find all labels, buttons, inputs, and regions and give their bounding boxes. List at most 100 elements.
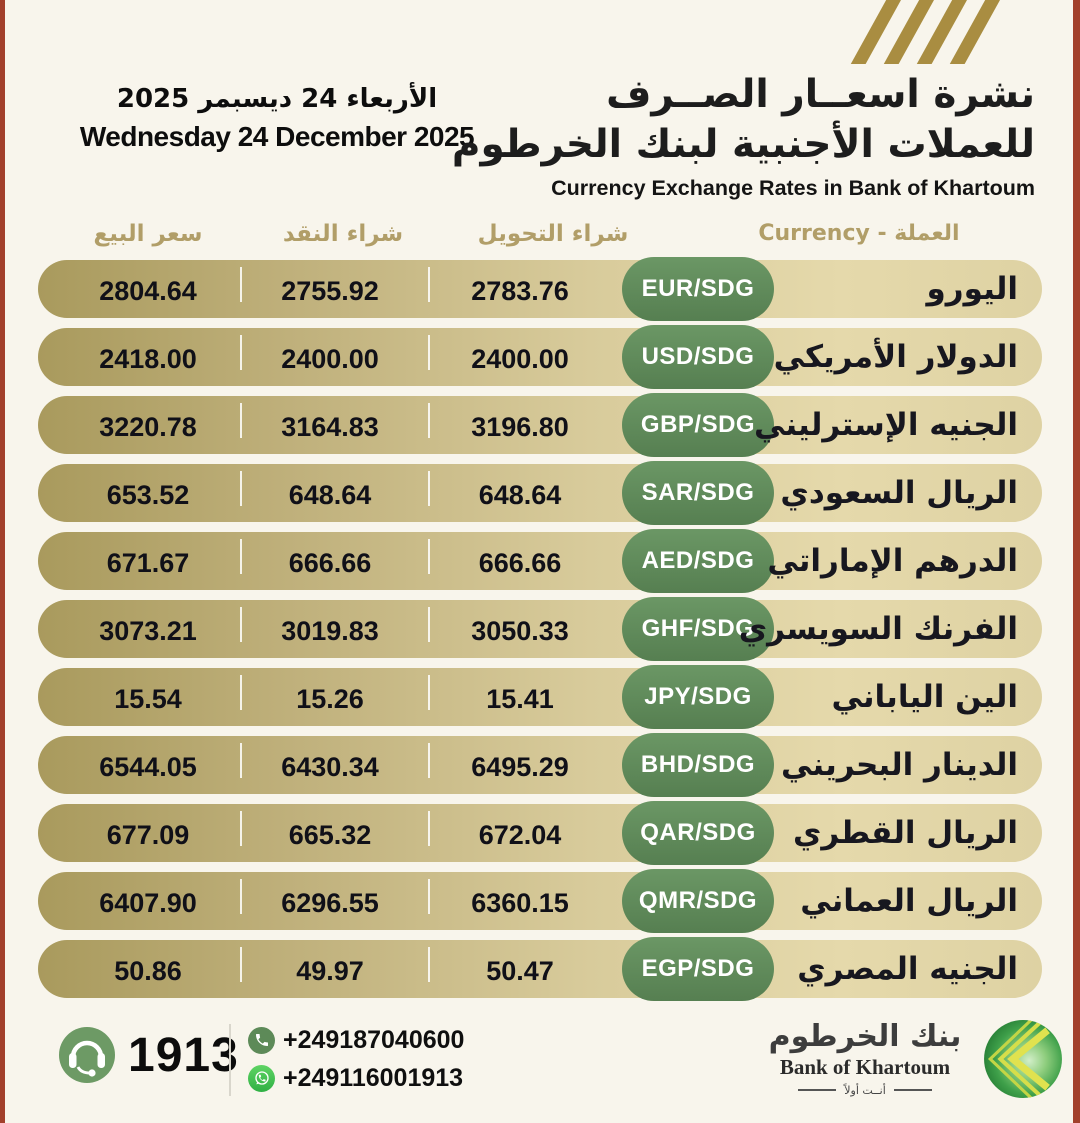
rate-row: 2418.00 2400.00 2400.00 USD/SDG الدولار الأم…: [38, 325, 1042, 389]
currency-code-badge: USD/SDG: [622, 325, 774, 389]
currency-code-badge: QMR/SDG: [622, 869, 774, 933]
whatsapp-number: +249116001913: [283, 1063, 464, 1092]
column-divider: [240, 879, 242, 914]
transfer-buy-value: 2400.00: [471, 344, 569, 374]
rate-row: 2804.64 2755.92 2783.76 EUR/SDG اليورو: [38, 257, 1042, 321]
title-block: نشرة اسعــار الصــرف للعملات الأجنبية لب…: [452, 70, 1035, 201]
cash-buy-value: 49.97: [296, 956, 364, 986]
sell-price-value: 671.67: [106, 548, 190, 578]
title-arabic-line1: نشرة اسعــار الصــرف: [606, 72, 1035, 117]
currency-code-badge: GHF/SDG: [622, 597, 774, 661]
column-header-cash-buy: شراء النقد: [282, 221, 404, 247]
currency-name-arabic: الريال القطري: [793, 815, 1018, 851]
rate-row: 6407.90 6296.55 6360.15 QMR/SDG الريال العما…: [38, 869, 1042, 933]
footer-divider: [229, 1024, 231, 1096]
whatsapp-row: +249116001913: [248, 1059, 464, 1097]
left-border-strip: [0, 0, 5, 1123]
currency-name-arabic: الريال السعودي: [780, 475, 1018, 511]
title-arabic-line2: للعملات الأجنبية لبنك الخرطوم: [451, 121, 1035, 167]
transfer-buy-value: 666.66: [478, 548, 562, 578]
currency-name-arabic: الجنيه المصري: [797, 951, 1018, 987]
column-divider: [240, 811, 242, 846]
currency-code-badge: SAR/SDG: [622, 461, 774, 525]
rate-row: 653.52 648.64 648.64 SAR/SDG الريال السعودي: [38, 461, 1042, 525]
transfer-buy-value: 3196.80: [471, 412, 569, 442]
cash-buy-value: 15.26: [296, 684, 364, 714]
transfer-buy-value: 3050.33: [471, 616, 569, 646]
currency-name-arabic: الجنيه الإسترليني: [754, 407, 1018, 443]
currency-name-arabic: الدرهم الإماراتي: [767, 543, 1018, 579]
sell-price-value: 2804.64: [99, 276, 197, 306]
bank-tagline-text: أنــت أولاً: [844, 1083, 886, 1097]
currency-code-badge: QAR/SDG: [622, 801, 774, 865]
currency-name-arabic: الين الياباني: [831, 679, 1018, 715]
call-icon: [248, 1026, 275, 1054]
transfer-buy-value: 2783.76: [471, 276, 569, 306]
column-divider: [428, 947, 430, 982]
column-divider: [428, 675, 430, 710]
column-divider: [240, 607, 242, 642]
cash-buy-value: 666.66: [288, 548, 372, 578]
date-block: الأربعاء 24 ديسبمر 2025 Wednesday 24 Dec…: [62, 84, 492, 153]
cash-buy-value: 648.64: [288, 480, 372, 510]
rate-row: 671.67 666.66 666.66 AED/SDG الدرهم الإمارات…: [38, 529, 1042, 593]
currency-name-arabic: الدينار البحريني: [781, 747, 1018, 783]
column-header-sell-price: سعر البيع: [93, 221, 203, 247]
column-divider: [428, 267, 430, 302]
phone-number: +249187040600: [283, 1025, 465, 1054]
column-divider: [240, 743, 242, 778]
bank-logo: بنك الخرطوم Bank of Khartoum أنــت أولاً: [758, 1018, 1064, 1100]
column-divider: [428, 335, 430, 370]
tagline-dash: [798, 1089, 837, 1092]
transfer-buy-value: 672.04: [478, 820, 562, 850]
cash-buy-value: 665.32: [288, 820, 372, 850]
currency-name-arabic: اليورو: [926, 271, 1018, 307]
cash-buy-value: 2755.92: [281, 276, 379, 306]
cash-buy-value: 2400.00: [281, 344, 379, 374]
footer: 1913 +249187040600: [0, 1018, 1080, 1118]
currency-code-badge: AED/SDG: [622, 529, 774, 593]
column-divider: [428, 879, 430, 914]
bank-logo-text: بنك الخرطوم Bank of Khartoum أنــت أولاً: [758, 1021, 972, 1097]
transfer-buy-value: 50.47: [486, 956, 554, 986]
sell-price-value: 653.52: [106, 480, 190, 510]
column-divider: [240, 267, 242, 302]
phone-numbers-block: +249187040600 +249116001913: [248, 1021, 464, 1097]
bank-tagline: أنــت أولاً: [758, 1084, 972, 1097]
column-header-transfer-buy: شراء التحويل: [477, 221, 629, 247]
cash-buy-value: 6296.55: [281, 888, 379, 918]
hotline-block: 1913: [58, 1026, 239, 1084]
tagline-dash: [893, 1089, 932, 1092]
currency-code-badge: EUR/SDG: [622, 257, 774, 321]
rates-table: 2804.64 2755.92 2783.76 EUR/SDG اليورو 2418.0…: [38, 257, 1042, 1008]
transfer-buy-value: 15.41: [486, 684, 554, 714]
currency-name-arabic: الدولار الأمريكي: [773, 339, 1018, 375]
hotline-number: 1913: [128, 1028, 239, 1082]
currency-name-arabic: الريال العماني: [800, 883, 1018, 919]
currency-code-badge: BHD/SDG: [622, 733, 774, 797]
column-divider: [428, 539, 430, 574]
cash-buy-value: 3164.83: [281, 412, 379, 442]
diagonal-stripes-icon: [850, 0, 1001, 64]
currency-code-badge: JPY/SDG: [622, 665, 774, 729]
sell-price-value: 50.86: [114, 956, 182, 986]
transfer-buy-value: 6360.15: [471, 888, 569, 918]
right-border-strip: [1073, 0, 1080, 1123]
column-divider: [428, 743, 430, 778]
bank-name-arabic: بنك الخرطوم: [768, 1019, 962, 1055]
column-divider: [240, 403, 242, 438]
currency-name-arabic: الفرنك السويسري: [738, 611, 1018, 647]
rate-row: 6544.05 6430.34 6495.29 BHD/SDG الدينار البح…: [38, 733, 1042, 797]
column-divider: [240, 947, 242, 982]
date-arabic: الأربعاء 24 ديسبمر 2025: [116, 84, 438, 114]
rate-row: 677.09 665.32 672.04 QAR/SDG الريال القطري: [38, 801, 1042, 865]
sell-price-value: 3073.21: [99, 616, 197, 646]
currency-code-badge: GBP/SDG: [622, 393, 774, 457]
column-divider: [428, 607, 430, 642]
rate-row: 3073.21 3019.83 3050.33 GHF/SDG الفرنك السوي…: [38, 597, 1042, 661]
sell-price-value: 15.54: [114, 684, 182, 714]
headset-icon: [59, 1027, 115, 1083]
rate-row: 3220.78 3164.83 3196.80 GBP/SDG الجنيه الإست…: [38, 393, 1042, 457]
sell-price-value: 677.09: [106, 820, 190, 850]
